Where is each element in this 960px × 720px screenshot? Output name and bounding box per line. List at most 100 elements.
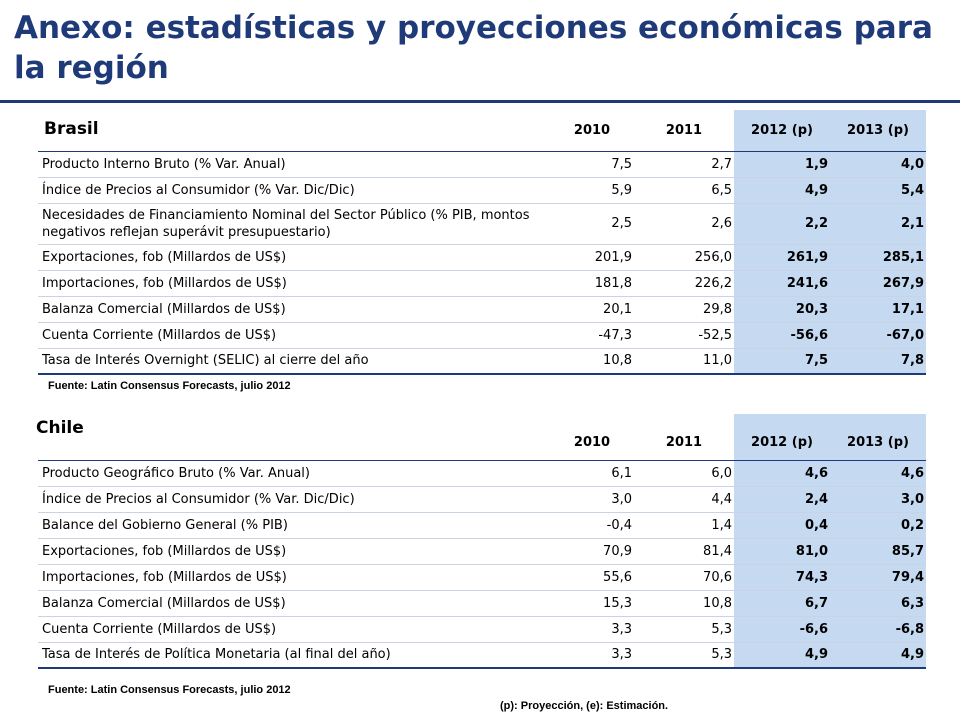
column-header: 2010 [550,414,634,461]
cell-projection: 6,3 [830,590,926,617]
column-header: 2013 (p) [830,110,926,152]
cell-projection: 241,6 [734,270,830,297]
cell-projection: -67,0 [830,322,926,349]
cell-value: 55,6 [550,564,634,591]
table-row: Balance del Gobierno General (% PIB) -0,… [38,512,926,539]
table-row: Índice de Precios al Consumidor (% Var. … [38,177,926,204]
table-row: Producto Geográfico Bruto (% Var. Anual)… [38,460,926,487]
row-label: Balance del Gobierno General (% PIB) [38,512,550,539]
cell-value: 256,0 [634,244,734,271]
cell-value: 70,6 [634,564,734,591]
cell-projection: 267,9 [830,270,926,297]
table-row: Importaciones, fob (Millardos de US$) 18… [38,270,926,297]
table-row: Necesidades de Financiamiento Nominal de… [38,203,926,245]
cell-projection: 0,2 [830,512,926,539]
source-note-chile: Fuente: Latin Consensus Forecasts, julio… [48,684,291,696]
table-row: Exportaciones, fob (Millardos de US$) 70… [38,538,926,565]
cell-projection: 79,4 [830,564,926,591]
cell-projection: 4,9 [734,642,830,669]
cell-projection: 20,3 [734,296,830,323]
table-row: Balanza Comercial (Millardos de US$) 15,… [38,590,926,617]
cell-projection: -56,6 [734,322,830,349]
cell-value: 6,0 [634,460,734,487]
row-label: Cuenta Corriente (Millardos de US$) [38,616,550,643]
cell-projection: 6,7 [734,590,830,617]
cell-value: 3,0 [550,486,634,513]
table-row: Tasa de Interés de Política Monetaria (a… [38,642,926,669]
cell-projection: 285,1 [830,244,926,271]
row-label: Tasa de Interés de Política Monetaria (a… [38,642,550,669]
cell-projection: 81,0 [734,538,830,565]
table-chile: 2010 2011 2012 (p) 2013 (p) Producto Geo… [38,414,926,669]
cell-value: 2,7 [634,151,734,178]
cell-value: 226,2 [634,270,734,297]
table-row: Importaciones, fob (Millardos de US$) 55… [38,564,926,591]
cell-value: -47,3 [550,322,634,349]
cell-projection: 17,1 [830,296,926,323]
cell-value: 7,5 [550,151,634,178]
table-row: Producto Interno Bruto (% Var. Anual) 7,… [38,151,926,178]
cell-value: 20,1 [550,296,634,323]
table-row: Tasa de Interés Overnight (SELIC) al cie… [38,348,926,375]
cell-projection: 1,9 [734,151,830,178]
cell-projection: -6,6 [734,616,830,643]
cell-projection: 4,9 [830,642,926,669]
cell-projection: 4,6 [734,460,830,487]
cell-value: 70,9 [550,538,634,565]
cell-value: 2,6 [634,203,734,245]
cell-value: 5,9 [550,177,634,204]
cell-value: 10,8 [550,348,634,375]
row-label: Importaciones, fob (Millardos de US$) [38,270,550,297]
column-header: 2011 [634,414,734,461]
cell-projection: 2,4 [734,486,830,513]
footnote: (p): Proyección, (e): Estimación. [500,700,669,712]
cell-projection: 5,4 [830,177,926,204]
row-label: Exportaciones, fob (Millardos de US$) [38,244,550,271]
source-note-brasil: Fuente: Latin Consensus Forecasts, julio… [48,380,291,392]
row-label: Tasa de Interés Overnight (SELIC) al cie… [38,348,550,375]
cell-value: 181,8 [550,270,634,297]
cell-value: 11,0 [634,348,734,375]
cell-value: 29,8 [634,296,734,323]
cell-value: 6,1 [550,460,634,487]
cell-value: 3,3 [550,616,634,643]
cell-projection: 7,5 [734,348,830,375]
table-row: Balanza Comercial (Millardos de US$) 20,… [38,296,926,323]
cell-value: 201,9 [550,244,634,271]
cell-value: 4,4 [634,486,734,513]
column-header: 2012 (p) [734,414,830,461]
cell-projection: 2,2 [734,203,830,245]
row-label: Cuenta Corriente (Millardos de US$) [38,322,550,349]
cell-value: 15,3 [550,590,634,617]
cell-projection: 3,0 [830,486,926,513]
table-brasil: 2010 2011 2012 (p) 2013 (p) Producto Int… [38,110,926,375]
row-label: Balanza Comercial (Millardos de US$) [38,590,550,617]
cell-projection: 4,9 [734,177,830,204]
row-label: Índice de Precios al Consumidor (% Var. … [38,486,550,513]
cell-value: -52,5 [634,322,734,349]
cell-projection: 74,3 [734,564,830,591]
cell-projection: 4,0 [830,151,926,178]
cell-value: 2,5 [550,203,634,245]
page-title: Anexo: estadísticas y proyecciones econó… [14,10,933,86]
cell-value: 10,8 [634,590,734,617]
title-divider [0,100,960,103]
table-row: Exportaciones, fob (Millardos de US$) 20… [38,244,926,271]
cell-value: 5,3 [634,616,734,643]
cell-projection: 0,4 [734,512,830,539]
table-row: Índice de Precios al Consumidor (% Var. … [38,486,926,513]
table-row: Cuenta Corriente (Millardos de US$) -47,… [38,322,926,349]
column-header: 2011 [634,110,734,152]
cell-value: 6,5 [634,177,734,204]
row-label: Necesidades de Financiamiento Nominal de… [38,203,550,245]
cell-value: 5,3 [634,642,734,669]
cell-projection: -6,8 [830,616,926,643]
cell-projection: 261,9 [734,244,830,271]
cell-value: -0,4 [550,512,634,539]
row-label: Producto Interno Bruto (% Var. Anual) [38,151,550,178]
table-row: Cuenta Corriente (Millardos de US$) 3,3 … [38,616,926,643]
cell-value: 3,3 [550,642,634,669]
cell-projection: 85,7 [830,538,926,565]
cell-value: 81,4 [634,538,734,565]
column-header: 2012 (p) [734,110,830,152]
